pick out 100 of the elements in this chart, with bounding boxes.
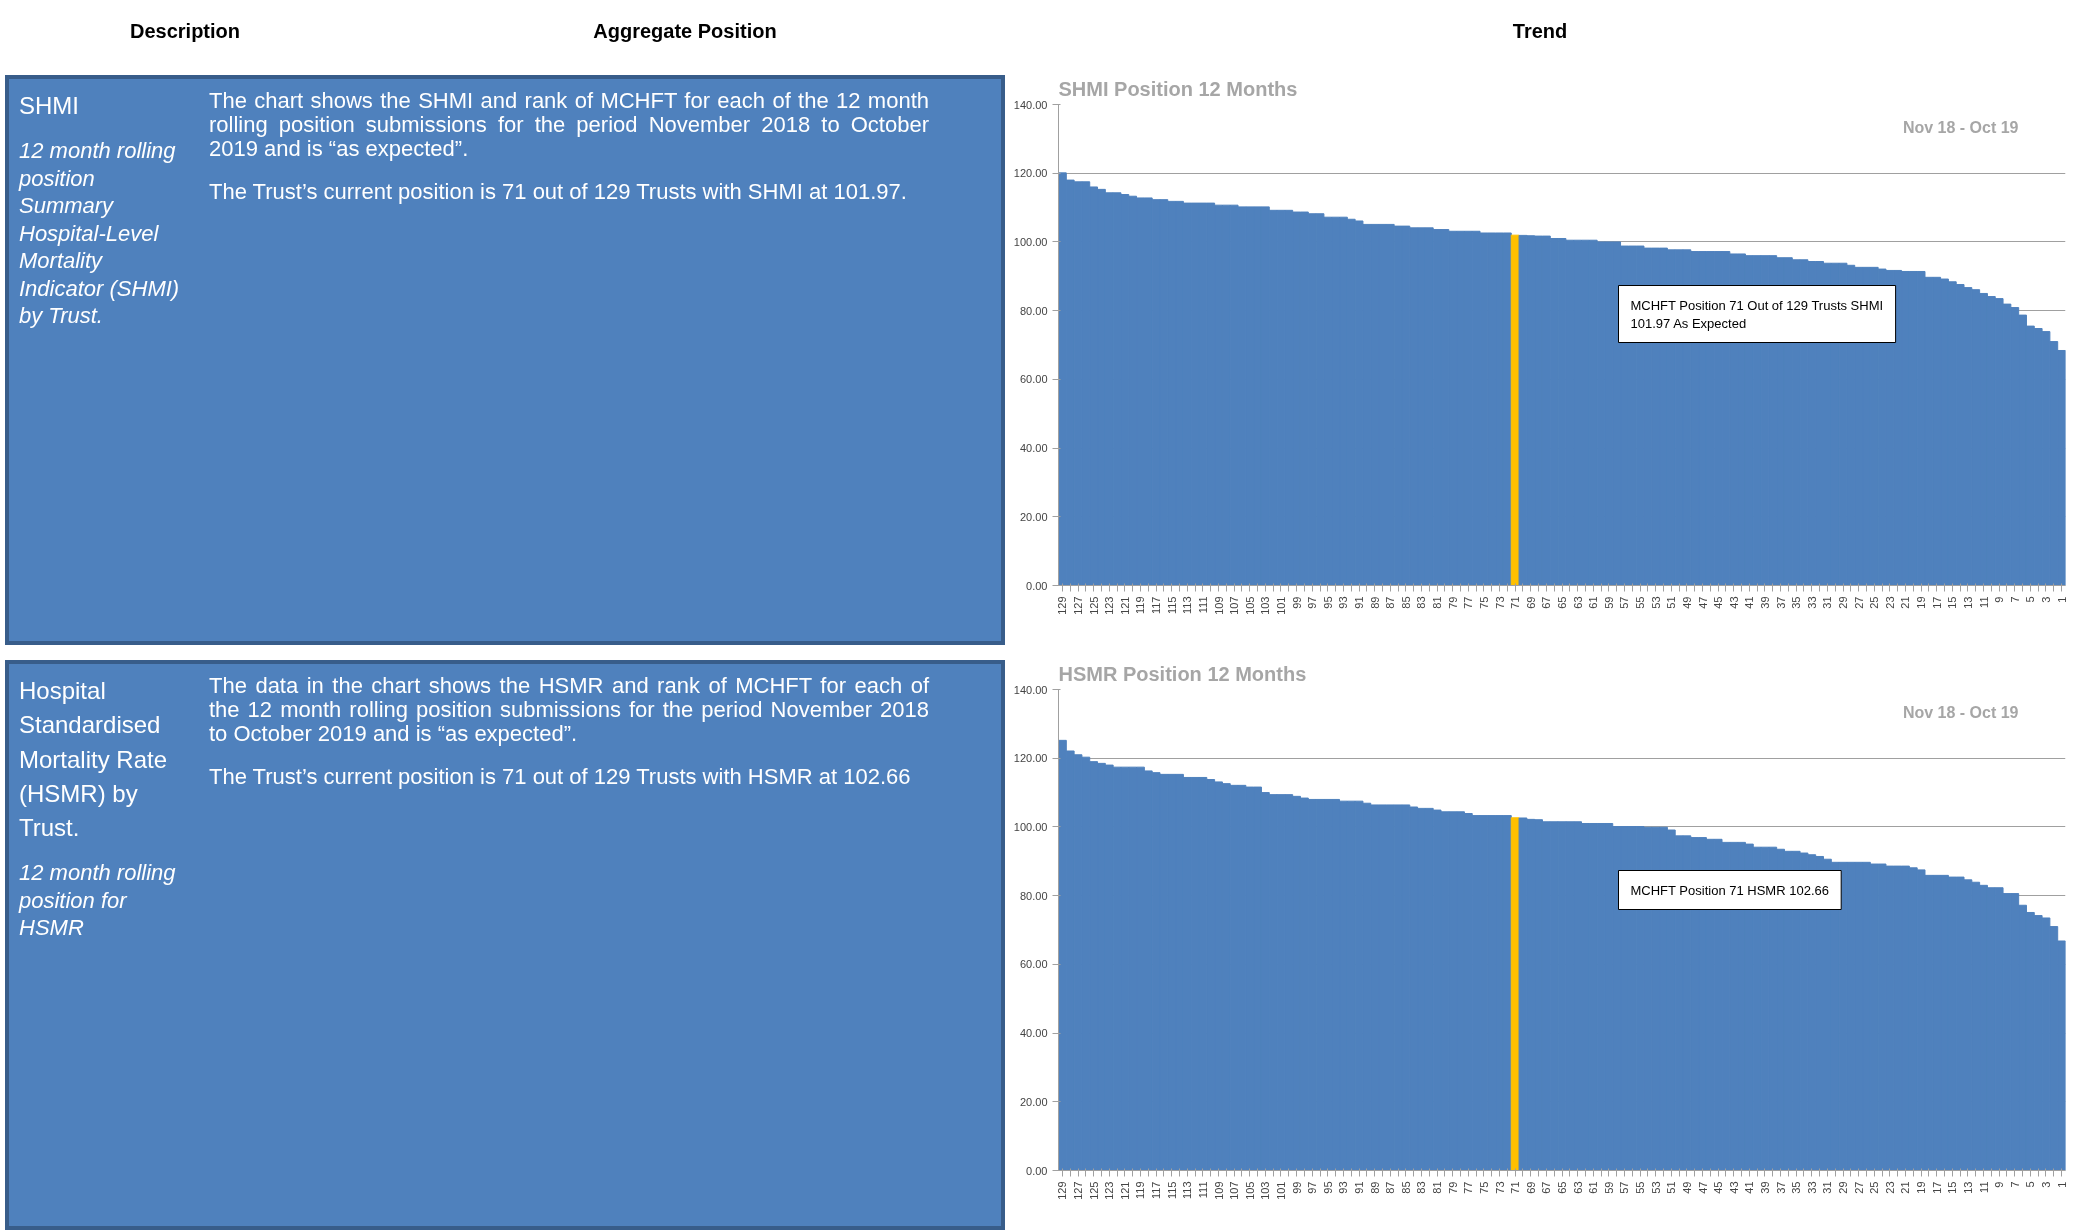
- x-tick-label: 47: [1696, 1181, 1709, 1194]
- text: The data in the chart shows the HSMR and rank of MCHFT for each of the 12 month rolling position submissions for the period November 2018 to October 2019 and is “as expected”.: [209, 673, 929, 747]
- text: The Trust’s current position is 71 out of 129 Trusts with HSMR at 102.66: [209, 763, 912, 789]
- y-tick-label: 100.00: [1013, 820, 1048, 833]
- x-tick-label: 1: [2055, 596, 2068, 603]
- x-tick-label: 69: [1524, 1181, 1537, 1194]
- y-tick-label: 20.00: [1019, 1095, 1048, 1108]
- x-tick-label: 119: [1134, 1181, 1147, 1200]
- x-tick-label: 15: [1946, 596, 1959, 609]
- text: 12 month rolling position for HSMR: [19, 859, 177, 942]
- x-tick-label: 117: [1150, 596, 1163, 615]
- x-tick-label: 37: [1774, 1181, 1787, 1194]
- x-tick-label: 107: [1228, 596, 1241, 615]
- y-tick-label: 120.00: [1013, 752, 1048, 765]
- x-tick-label: 17: [1930, 596, 1943, 609]
- x-tick-label: 103: [1259, 1181, 1272, 1200]
- x-tick-label: 47: [1696, 596, 1709, 609]
- y-tick-label: 80.00: [1019, 889, 1048, 902]
- x-tick-label: 115: [1165, 1181, 1178, 1200]
- x-tick-label: 13: [1961, 596, 1974, 609]
- x-tick-label: 57: [1618, 596, 1631, 609]
- x-tick-label: 53: [1649, 596, 1662, 609]
- x-tick-label: 51: [1665, 596, 1678, 609]
- text: Trend: [1511, 19, 1569, 44]
- x-tick-label: 31: [1821, 1181, 1834, 1194]
- x-tick-label: 41: [1743, 1181, 1756, 1194]
- x-tick-label: 121: [1118, 1181, 1131, 1200]
- x-tick-label: 3: [2039, 596, 2052, 603]
- x-tick-label: 79: [1446, 596, 1459, 609]
- x-tick-label: 55: [1634, 1181, 1647, 1194]
- x-tick-label: 7: [2008, 1181, 2021, 1188]
- x-tick-label: 31: [1821, 596, 1834, 609]
- x-tick-label: 71: [1509, 1181, 1522, 1194]
- y-tick-label: 0.00: [1026, 1164, 1048, 1177]
- x-tick-label: 29: [1837, 596, 1850, 609]
- text: The Trust’s current position is 71 out of 129 Trusts with SHMI at 101.97.: [209, 178, 908, 204]
- x-tick-label: 67: [1540, 1181, 1553, 1194]
- x-tick-label: 61: [1587, 596, 1600, 609]
- x-tick-label: 89: [1368, 596, 1381, 609]
- y-tick-label: 80.00: [1019, 304, 1048, 317]
- x-tick-label: 101: [1274, 1181, 1287, 1200]
- x-tick-label: 99: [1290, 1181, 1303, 1194]
- x-tick-label: 119: [1134, 596, 1147, 615]
- x-tick-label: 9: [1993, 1181, 2006, 1188]
- x-tick-label: 21: [1899, 1181, 1912, 1194]
- x-tick-label: 39: [1758, 1181, 1771, 1194]
- x-tick-label: 103: [1259, 596, 1272, 615]
- x-tick-label: 105: [1243, 596, 1256, 615]
- x-tick-label: 63: [1571, 596, 1584, 609]
- x-tick-label: 75: [1477, 1181, 1490, 1194]
- x-tick-label: 23: [1883, 1181, 1896, 1194]
- x-tick-label: 35: [1790, 596, 1803, 609]
- x-tick-label: 1: [2055, 1181, 2068, 1188]
- x-tick-label: 33: [1805, 1181, 1818, 1194]
- text: SHMI: [19, 91, 80, 121]
- x-tick-label: 127: [1072, 1181, 1085, 1200]
- x-tick-label: 109: [1212, 596, 1225, 615]
- x-tick-label: 127: [1072, 596, 1085, 615]
- x-tick-label: 125: [1087, 1181, 1100, 1200]
- x-tick-label: 55: [1634, 596, 1647, 609]
- x-tick-label: 101: [1274, 596, 1287, 615]
- text: 12 month rolling position Summary Hospital-Level Mortality Indicator (SHMI) by Trust.: [19, 137, 181, 330]
- x-tick-label: 129: [1056, 596, 1069, 615]
- x-tick-label: 69: [1524, 596, 1537, 609]
- x-tick-label: 105: [1243, 1181, 1256, 1200]
- y-tick-label: 60.00: [1019, 373, 1048, 386]
- x-tick-label: 43: [1727, 1181, 1740, 1194]
- x-tick-label: 65: [1556, 1181, 1568, 1194]
- y-tick-label: 40.00: [1019, 442, 1048, 455]
- y-tick-label: 60.00: [1019, 958, 1048, 971]
- x-tick-label: 121: [1118, 596, 1131, 615]
- x-tick-label: 73: [1493, 1181, 1506, 1194]
- x-tick-label: 17: [1930, 1181, 1943, 1194]
- x-tick-label: 21: [1899, 596, 1912, 609]
- text: Hospital Standardised Mortality Rate (HSMR) by Trust.: [19, 676, 169, 844]
- x-tick-label: 77: [1462, 596, 1475, 609]
- x-tick-label: 109: [1212, 1181, 1225, 1200]
- x-tick-label: 91: [1353, 596, 1366, 609]
- x-tick-label: 11: [1977, 1181, 1990, 1193]
- text: Description: [129, 19, 241, 44]
- x-tick-label: 97: [1306, 1181, 1319, 1194]
- x-tick-label: 59: [1602, 1181, 1615, 1194]
- y-tick-label: 20.00: [1019, 510, 1048, 523]
- x-tick-label: 87: [1384, 596, 1397, 609]
- x-tick-label: 79: [1446, 1181, 1459, 1194]
- x-tick-label: 25: [1868, 1181, 1881, 1194]
- text: The chart shows the SHMI and rank of MCHFT for each of the 12 month rolling position submissions for the period November 2018 to October 2019 and is “as expected”.: [209, 88, 929, 162]
- x-tick-label: 27: [1852, 596, 1865, 609]
- x-tick-label: 57: [1618, 1181, 1631, 1194]
- x-tick-label: 49: [1680, 596, 1693, 609]
- x-tick-label: 125: [1087, 596, 1100, 615]
- x-tick-label: 87: [1384, 1181, 1397, 1194]
- x-tick-label: 11: [1977, 596, 1990, 608]
- x-tick-label: 53: [1649, 1181, 1662, 1194]
- x-tick-label: 5: [2024, 1181, 2037, 1188]
- x-tick-label: 35: [1790, 1181, 1803, 1194]
- x-tick-label: 23: [1883, 596, 1896, 609]
- y-tick-label: 140.00: [1013, 683, 1048, 696]
- text: Aggregate Position: [592, 19, 778, 44]
- chart-title: HSMR Position 12 Months: [1058, 662, 1307, 685]
